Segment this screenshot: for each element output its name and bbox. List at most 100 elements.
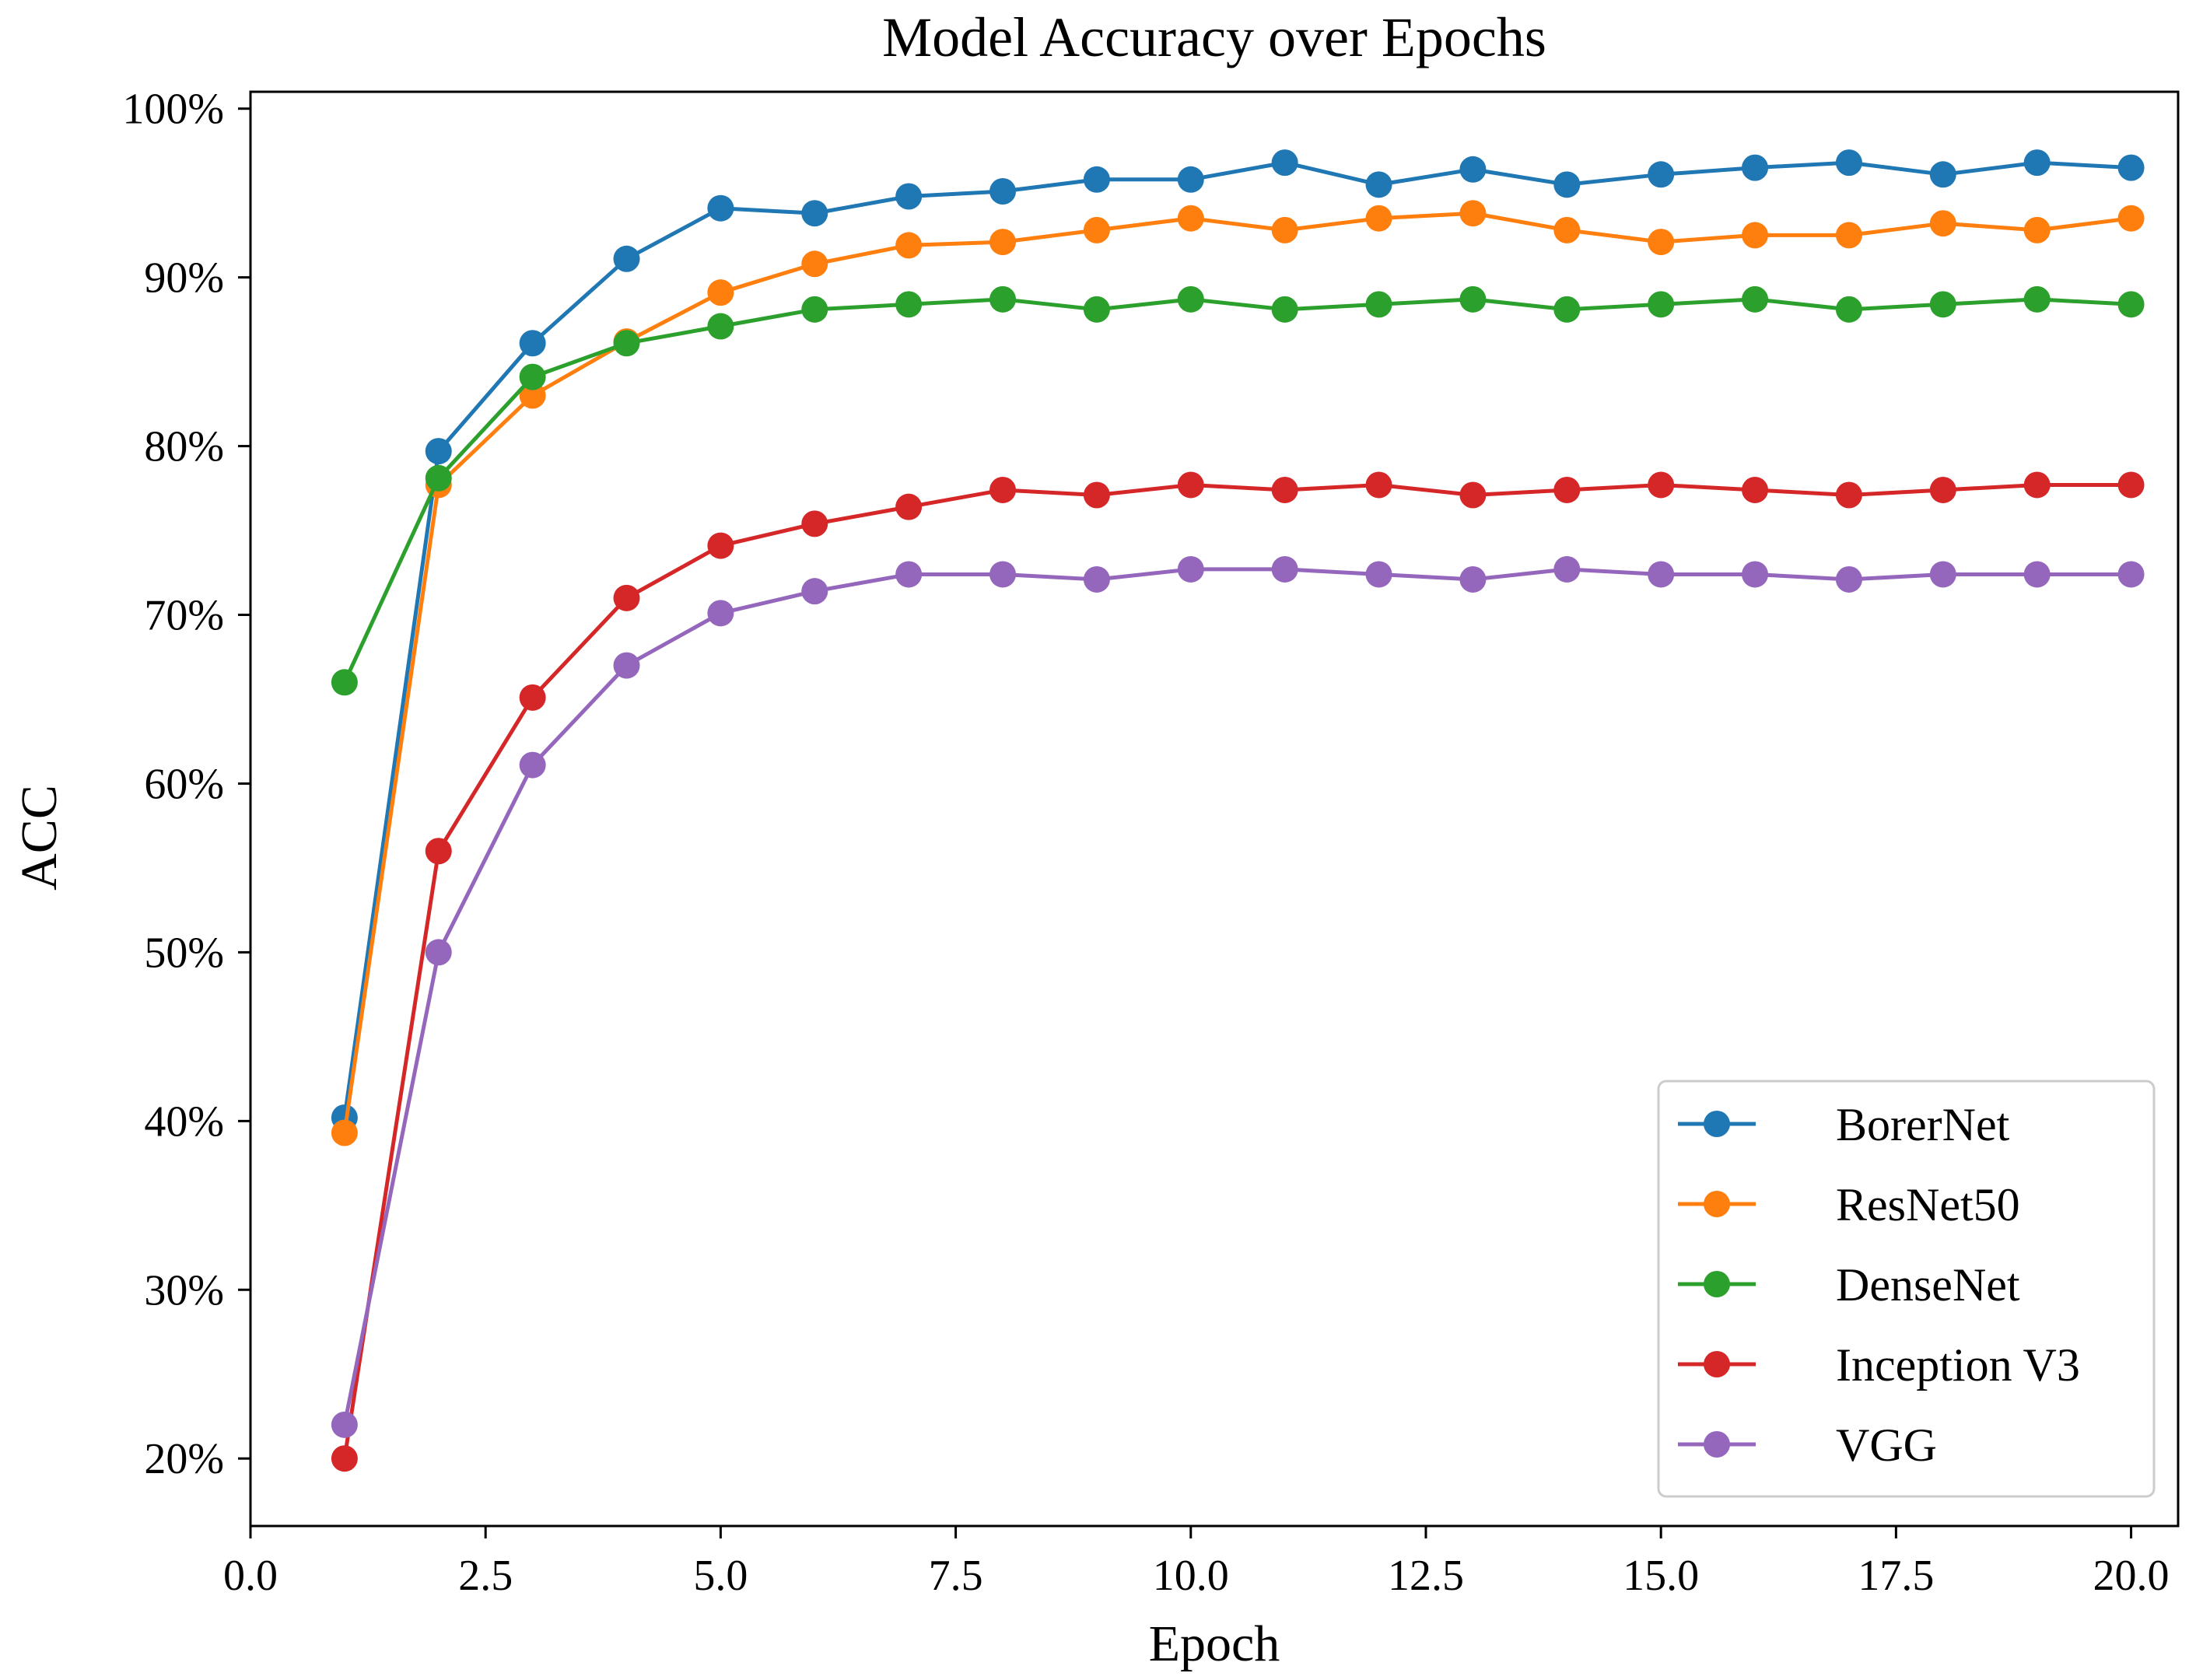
data-point-densenet <box>801 296 828 323</box>
data-point-vgg <box>331 1411 358 1438</box>
data-point-resnet50 <box>1459 200 1487 227</box>
x-tick-label: 20.0 <box>2093 1552 2170 1600</box>
data-point-inception-v3 <box>1742 476 1769 503</box>
data-point-borernet <box>707 194 734 222</box>
data-point-borernet <box>1648 161 1675 188</box>
y-tick-label: 90% <box>144 254 224 303</box>
legend-marker <box>1704 1111 1730 1137</box>
data-point-borernet <box>425 438 452 465</box>
data-point-vgg <box>1459 565 1487 593</box>
data-point-borernet <box>1271 149 1298 177</box>
data-point-inception-v3 <box>519 684 546 711</box>
x-tick-label: 2.5 <box>458 1552 513 1600</box>
series-densenet <box>331 285 2145 696</box>
data-point-densenet <box>1177 285 1204 313</box>
data-point-borernet <box>1459 156 1487 183</box>
data-point-densenet <box>1365 291 1392 318</box>
y-tick-label: 30% <box>144 1266 224 1314</box>
x-axis-label: Epoch <box>1149 1615 1280 1672</box>
data-point-densenet <box>1459 285 1487 313</box>
data-point-inception-v3 <box>1271 476 1298 503</box>
data-point-inception-v3 <box>707 532 734 559</box>
data-point-densenet <box>425 464 452 492</box>
data-point-densenet <box>613 330 640 357</box>
data-point-vgg <box>895 561 923 588</box>
data-point-borernet <box>895 183 923 210</box>
data-point-densenet <box>1929 291 1956 318</box>
legend-marker <box>1704 1191 1730 1217</box>
data-point-densenet <box>1835 296 1862 323</box>
legend-item-resnet50: ResNet50 <box>1678 1179 2020 1230</box>
data-point-vgg <box>1083 565 1110 593</box>
data-point-resnet50 <box>1648 229 1675 256</box>
data-point-resnet50 <box>1365 205 1392 232</box>
data-point-densenet <box>895 291 923 318</box>
data-point-inception-v3 <box>1365 471 1392 499</box>
data-point-inception-v3 <box>2023 471 2051 499</box>
series-vgg <box>331 555 2145 1438</box>
legend-label: ResNet50 <box>1836 1179 2020 1230</box>
data-point-resnet50 <box>519 382 546 409</box>
data-point-borernet <box>1742 154 1769 181</box>
data-point-resnet50 <box>1271 216 1298 243</box>
data-point-resnet50 <box>2023 216 2051 243</box>
data-point-borernet <box>1083 166 1110 193</box>
legend-marker <box>1704 1271 1730 1297</box>
y-tick-label: 60% <box>144 760 224 808</box>
data-point-vgg <box>1648 561 1675 588</box>
data-point-resnet50 <box>1835 222 1862 249</box>
x-tick-label: 0.0 <box>223 1552 278 1600</box>
data-point-vgg <box>425 939 452 966</box>
series-borernet <box>331 149 2145 1132</box>
x-tick-label: 5.0 <box>693 1552 748 1600</box>
data-point-inception-v3 <box>801 510 828 537</box>
x-tick-label: 12.5 <box>1388 1552 1464 1600</box>
legend-label: BorerNet <box>1836 1099 2010 1150</box>
legend-item-borernet: BorerNet <box>1678 1099 2010 1150</box>
y-tick-label: 50% <box>144 929 224 977</box>
series-line-vgg <box>342 567 2134 1427</box>
data-point-resnet50 <box>1177 205 1204 232</box>
data-point-densenet <box>707 313 734 340</box>
legend-item-densenet: DenseNet <box>1678 1259 2020 1311</box>
data-point-inception-v3 <box>1553 476 1581 503</box>
data-point-vgg <box>613 652 640 679</box>
data-point-inception-v3 <box>1835 481 1862 509</box>
data-point-borernet <box>1365 171 1392 198</box>
data-point-borernet <box>613 245 640 272</box>
data-point-resnet50 <box>2117 205 2145 232</box>
data-point-borernet <box>989 177 1017 205</box>
data-point-densenet <box>989 285 1017 313</box>
data-point-vgg <box>519 751 546 779</box>
data-point-borernet <box>1835 149 1862 177</box>
data-point-densenet <box>519 363 546 390</box>
data-point-inception-v3 <box>1648 471 1675 499</box>
data-point-densenet <box>331 669 358 696</box>
plot-frame <box>249 90 2180 1528</box>
data-point-borernet <box>1177 166 1204 193</box>
data-point-vgg <box>707 600 734 627</box>
legend-item-vgg: VGG <box>1678 1419 1937 1471</box>
data-point-inception-v3 <box>1459 481 1487 509</box>
data-point-densenet <box>1648 291 1675 318</box>
data-point-vgg <box>2117 561 2145 588</box>
series-inception-v3 <box>331 471 2145 1472</box>
data-point-borernet <box>519 330 546 357</box>
y-tick-label: 40% <box>144 1097 224 1146</box>
y-tick-label: 70% <box>144 592 224 640</box>
legend-marker <box>1704 1431 1730 1458</box>
data-point-inception-v3 <box>1177 471 1204 499</box>
data-point-borernet <box>2023 149 2051 177</box>
data-point-borernet <box>1929 161 1956 188</box>
data-point-borernet <box>1553 171 1581 198</box>
x-tick-label: 7.5 <box>929 1552 983 1600</box>
data-point-resnet50 <box>707 279 734 306</box>
series-line-resnet50 <box>342 211 2134 1135</box>
legend-marker <box>1704 1351 1730 1377</box>
legend-item-inception-v3: Inception V3 <box>1678 1339 2080 1391</box>
data-point-inception-v3 <box>613 584 640 611</box>
x-tick-label: 10.0 <box>1153 1552 1229 1600</box>
plot-area: 0.0 2.5 5.0 7.5 10.0 12.5 15.0 17.5 20.0 20% 30% 40… <box>122 86 2180 1600</box>
data-point-vgg <box>1271 555 1298 583</box>
